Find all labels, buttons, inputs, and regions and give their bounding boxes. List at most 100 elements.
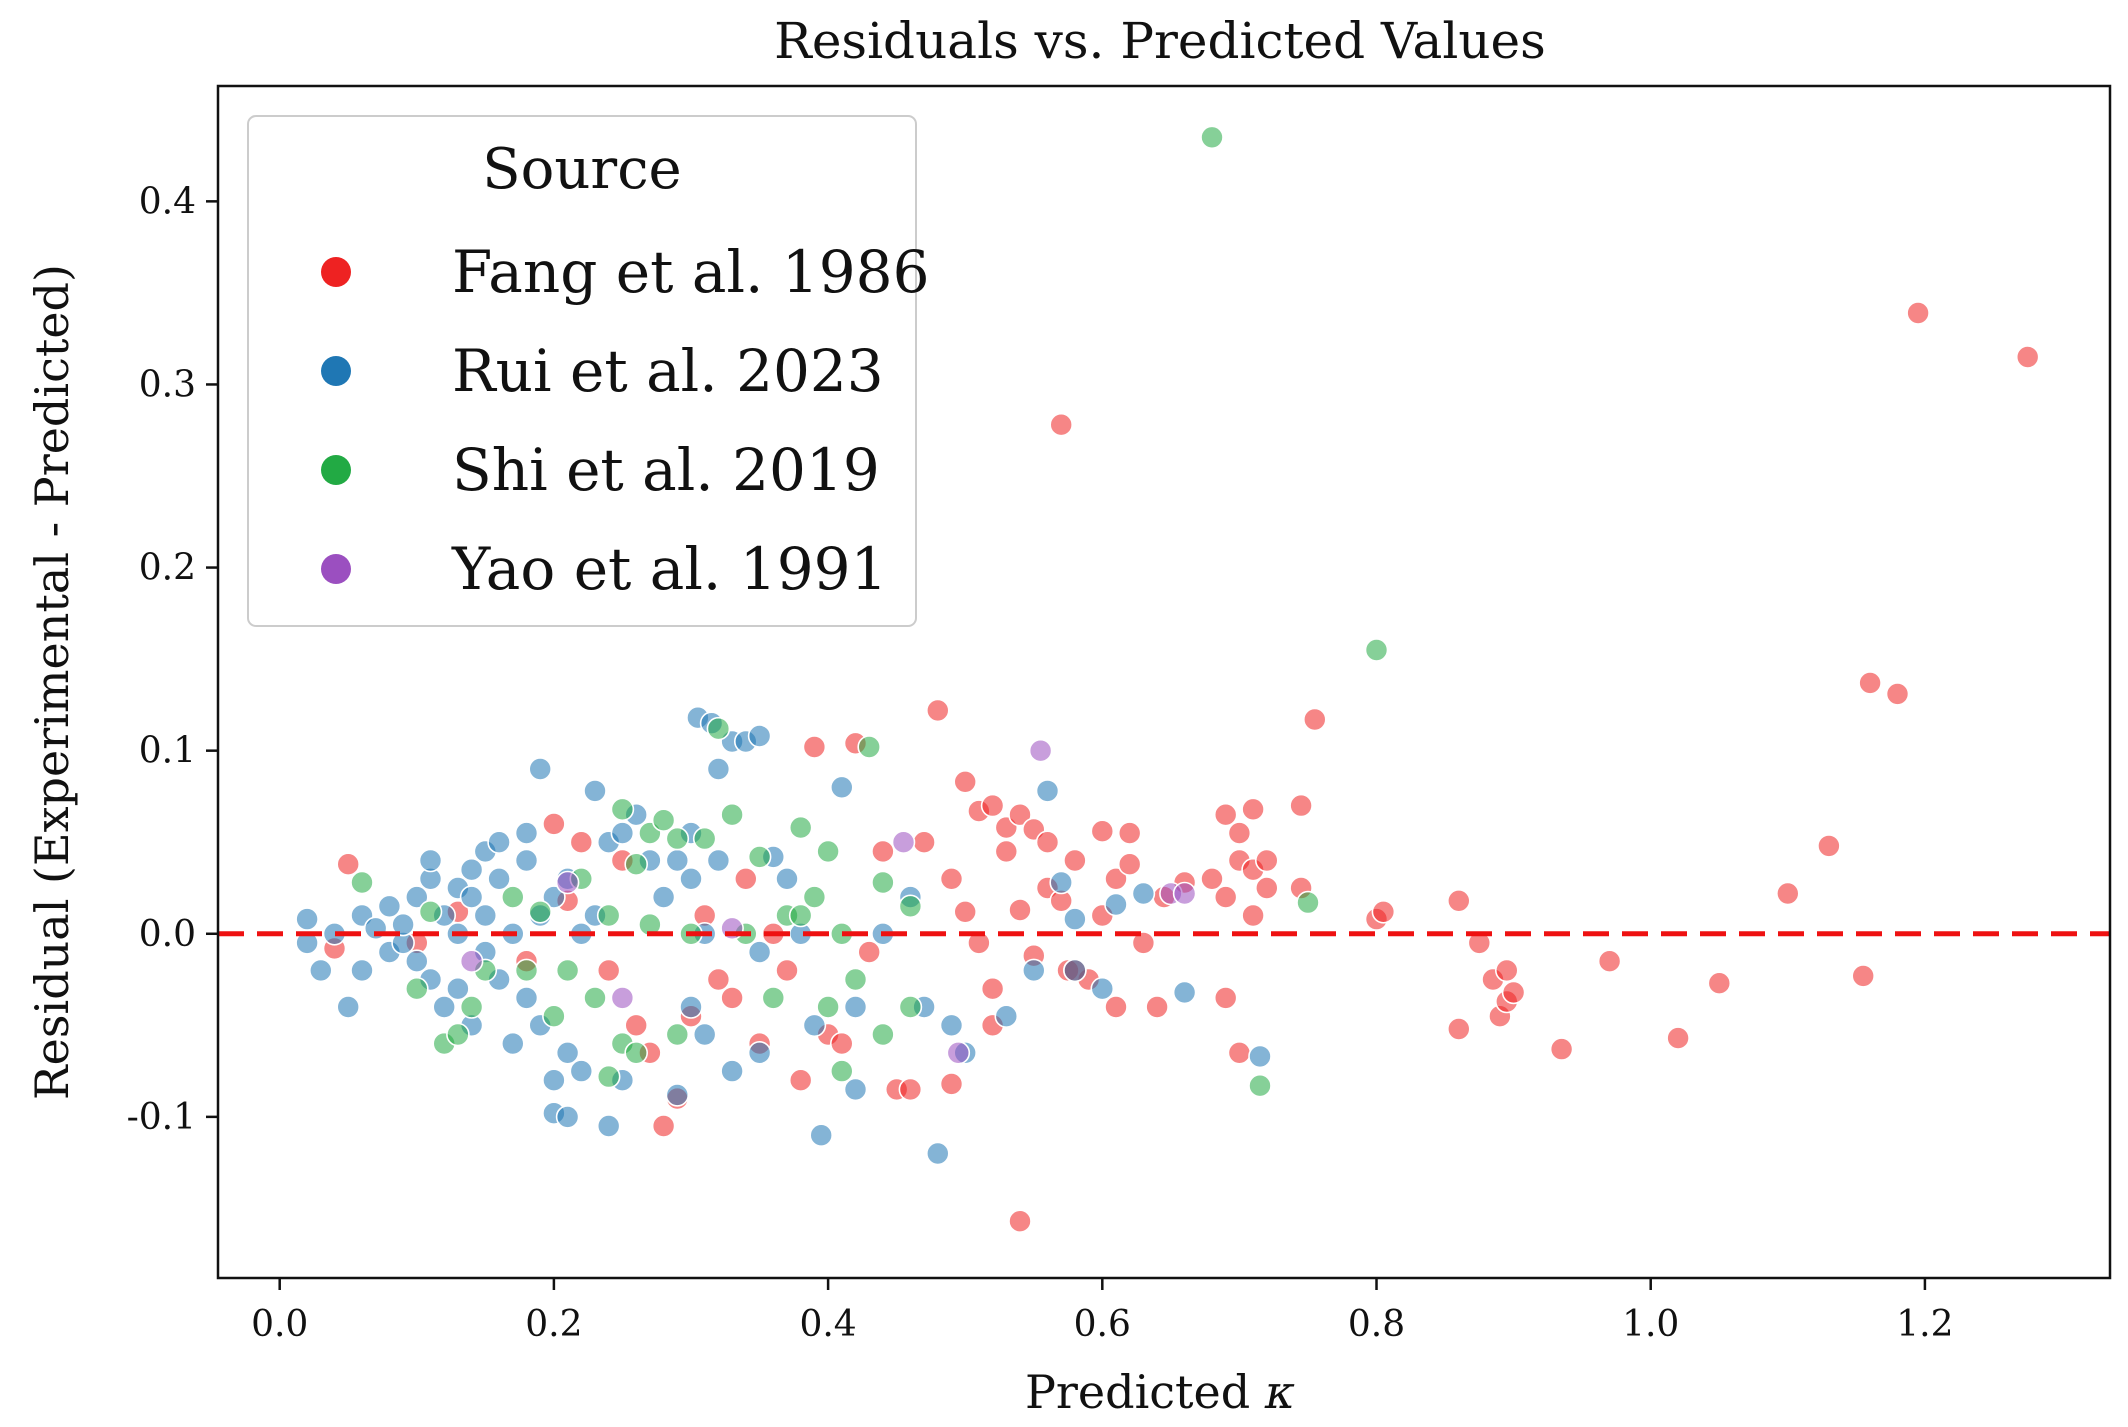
- data-point: [802, 1013, 827, 1038]
- data-point: [377, 894, 402, 919]
- data-point: [555, 870, 580, 895]
- chart-title: Residuals vs. Predicted Values: [774, 12, 1546, 70]
- data-point: [1090, 819, 1115, 844]
- data-point: [775, 958, 799, 983]
- data-point: [1364, 638, 1389, 662]
- data-point: [1906, 301, 1930, 325]
- data-point: [542, 885, 566, 909]
- data-point: [569, 830, 594, 855]
- legend-item: Shi et al. 2019: [321, 436, 880, 504]
- legend-marker: [321, 356, 351, 386]
- data-point: [1227, 821, 1252, 845]
- data-point: [610, 821, 635, 845]
- data-point: [459, 949, 484, 974]
- data-point: [747, 1041, 772, 1065]
- data-point: [1049, 412, 1073, 437]
- data-point: [651, 808, 676, 833]
- y-tick-label: 0.2: [139, 548, 196, 589]
- data-point: [720, 986, 744, 1010]
- data-point: [1776, 881, 1800, 906]
- data-point: [761, 986, 786, 1010]
- x-axis-label: Predicted κ: [1025, 1365, 1295, 1419]
- y-tick-label: -0.1: [127, 1097, 196, 1138]
- data-point: [1885, 682, 1910, 706]
- x-tick-label: 1.0: [1622, 1304, 1679, 1345]
- x-tick-label: 0.0: [251, 1304, 308, 1345]
- data-point: [747, 845, 772, 869]
- legend-label: Fang et al. 1986: [452, 238, 929, 306]
- data-point: [542, 812, 566, 836]
- data-point: [706, 757, 731, 781]
- data-point: [1248, 1073, 1272, 1098]
- data-point: [596, 1114, 621, 1138]
- data-point: [596, 1064, 621, 1089]
- data-point: [747, 940, 772, 964]
- data-point: [1172, 980, 1197, 1005]
- data-point: [788, 815, 813, 840]
- data-point: [555, 1105, 580, 1129]
- points-layer: [295, 125, 2040, 1233]
- data-point: [583, 986, 607, 1010]
- data-point: [788, 1068, 813, 1092]
- data-point: [980, 976, 1005, 1001]
- data-point: [1213, 986, 1238, 1010]
- data-point: [514, 958, 539, 983]
- x-tick-label: 0.4: [799, 1304, 856, 1345]
- data-point: [1303, 707, 1327, 732]
- data-point: [843, 1077, 868, 1102]
- data-point: [1447, 1017, 1471, 1041]
- data-point: [1200, 125, 1224, 150]
- data-point: [514, 821, 539, 845]
- data-point: [418, 899, 443, 924]
- data-point: [514, 986, 539, 1010]
- data-point: [295, 907, 319, 931]
- data-point: [1008, 1209, 1032, 1233]
- data-point: [1131, 931, 1156, 955]
- data-point: [994, 1004, 1019, 1029]
- data-point: [1117, 821, 1142, 845]
- data-point: [500, 885, 525, 909]
- data-point: [665, 1022, 690, 1047]
- data-point: [788, 903, 813, 928]
- data-point: [651, 1114, 676, 1138]
- data-point: [692, 826, 717, 851]
- data-point: [871, 870, 895, 895]
- data-point: [980, 793, 1005, 818]
- data-point: [843, 995, 868, 1019]
- series-0: [322, 301, 2040, 1233]
- y-tick-label: 0.3: [139, 364, 196, 405]
- legend-box: [247, 115, 917, 627]
- data-point: [1063, 958, 1087, 983]
- data-point: [939, 1072, 964, 1096]
- data-point: [720, 802, 744, 827]
- data-point: [1104, 866, 1128, 891]
- data-point: [775, 866, 799, 891]
- data-point: [802, 735, 827, 759]
- data-point: [1495, 958, 1519, 983]
- data-point: [1145, 995, 1169, 1019]
- data-point: [1851, 964, 1875, 988]
- data-point: [925, 1141, 950, 1166]
- data-point: [857, 940, 882, 964]
- legend-label: Rui et al. 2023: [452, 337, 884, 405]
- data-point: [706, 967, 731, 992]
- y-tick-label: 0.4: [139, 181, 196, 222]
- data-point: [829, 1031, 854, 1056]
- data-point: [459, 885, 484, 909]
- data-point: [583, 779, 607, 803]
- data-point: [1501, 980, 1526, 1005]
- data-point: [809, 1123, 834, 1147]
- data-point: [1447, 888, 1471, 913]
- data-point: [1255, 848, 1279, 873]
- data-point: [308, 958, 333, 983]
- data-point: [432, 995, 457, 1019]
- data-point: [1008, 898, 1032, 922]
- data-point: [1104, 892, 1128, 917]
- data-point: [1296, 890, 1320, 915]
- data-point: [816, 995, 840, 1019]
- data-point: [1248, 1044, 1272, 1069]
- data-point: [692, 1022, 717, 1047]
- x-axis-label-symbol: κ: [1264, 1365, 1295, 1419]
- data-point: [1117, 852, 1142, 877]
- data-point: [953, 769, 978, 794]
